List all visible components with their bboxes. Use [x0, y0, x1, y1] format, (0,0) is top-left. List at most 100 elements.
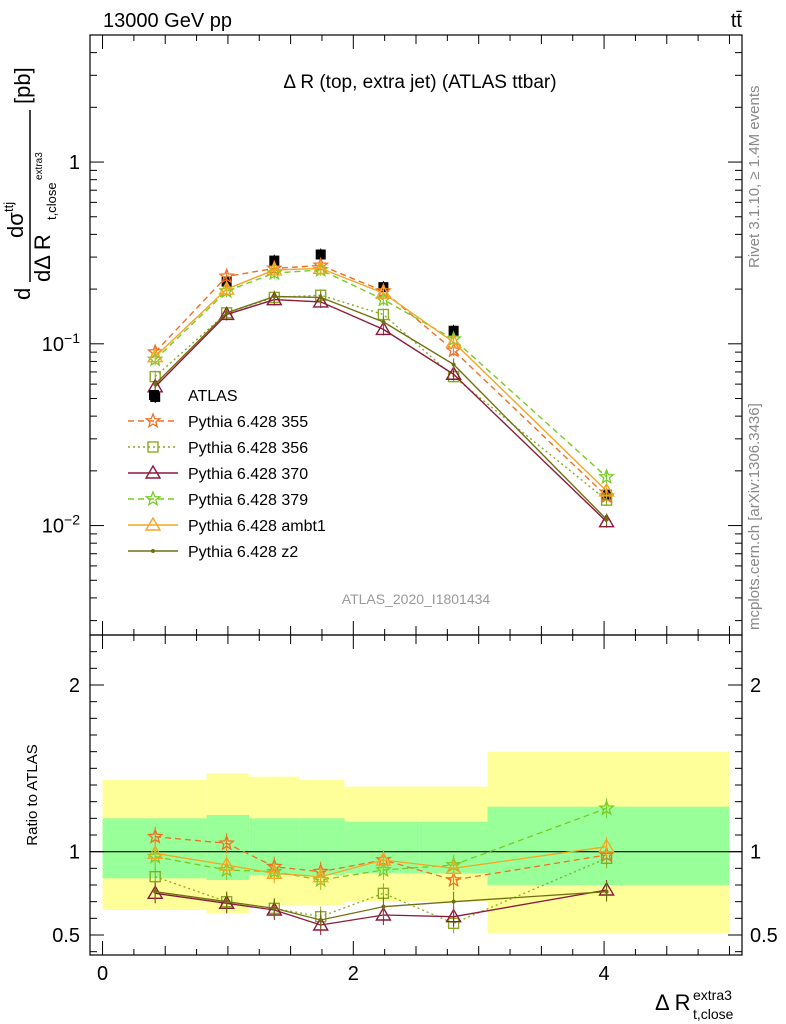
ratio-y-axis-title: Ratio to ATLAS — [24, 744, 41, 845]
data-point — [266, 261, 283, 276]
source-label: mcplots.cern.ch [arXiv:1306.3436] — [746, 403, 763, 630]
series-line — [154, 295, 608, 520]
data-point — [312, 868, 329, 883]
data-point — [598, 838, 615, 853]
data-point — [445, 871, 463, 888]
data-point — [598, 482, 615, 497]
ratio-series-ambt1 — [146, 836, 615, 887]
data-point — [375, 321, 392, 336]
final-state-label: tt̄ — [731, 10, 743, 32]
data-point — [151, 549, 155, 553]
analysis-id-label: ATLAS_2020_I1801434 — [342, 591, 491, 607]
data-point — [598, 513, 615, 528]
y-axis-title-part: dΔ R — [30, 234, 55, 282]
uncertainty-band-inner — [299, 818, 345, 875]
data-point — [445, 859, 462, 875]
legend-label-data: ATLAS — [188, 388, 238, 405]
data-point — [604, 517, 609, 522]
x-axis-title-part: t,close — [693, 1006, 734, 1022]
y-tick-label-1e-1: 10−1 — [42, 330, 80, 356]
data-point — [445, 333, 462, 348]
series-line — [154, 267, 608, 492]
data-point — [272, 294, 277, 299]
legend-label-p355: Pythia 6.428 355 — [188, 414, 308, 431]
data-point — [381, 904, 386, 909]
data-point — [604, 889, 609, 894]
data-point — [146, 348, 164, 363]
data-point — [451, 362, 456, 367]
legend-label-ambt1: Pythia 6.428 ambt1 — [188, 518, 326, 535]
y-axis-title-part: t,close — [44, 182, 59, 220]
data-point — [318, 295, 323, 300]
legend-label-p356: Pythia 6.428 356 — [188, 440, 308, 457]
process-label: 13000 GeV pp — [103, 10, 232, 32]
data-point — [224, 899, 229, 904]
y-axis-title-part: d — [10, 288, 35, 300]
data-point — [374, 861, 392, 878]
series-z2 — [153, 290, 609, 526]
data-point — [144, 490, 162, 507]
data-point — [375, 906, 392, 921]
main-panel: 10−2 10−1 1 Δ R (top, extra jet) (ATLAS ttb… — [1, 34, 743, 636]
y-tick-label-1e-2: 10−2 — [42, 512, 80, 538]
y-tick-label-1: 1 — [69, 152, 80, 174]
y-axis-title-part: ttj — [1, 202, 16, 212]
data-point — [445, 365, 462, 380]
data-point — [144, 464, 162, 479]
data-point — [218, 280, 235, 295]
data-point — [146, 844, 164, 860]
x-axis-title-part: Δ R — [655, 990, 690, 1015]
data-point — [149, 390, 159, 400]
legend-label-z2: Pythia 6.428 z2 — [188, 544, 298, 561]
data-point — [318, 918, 323, 922]
ratio-y-tick-label: 2 — [69, 675, 80, 697]
ratio-series-z2 — [153, 881, 609, 930]
data-point — [266, 291, 283, 306]
data-point — [312, 259, 329, 275]
data-point — [147, 441, 159, 453]
rivet-version-label: Rivet 3.1.10, ≥ 1.4M events — [746, 85, 763, 269]
data-point — [266, 864, 283, 880]
uncertainty-band-inner — [487, 806, 730, 885]
series-ambt1 — [146, 259, 615, 497]
data-point — [144, 412, 162, 429]
data-point — [598, 468, 615, 485]
data-point — [218, 306, 235, 321]
data-point — [144, 516, 162, 531]
legend-label-p370: Pythia 6.428 370 — [188, 466, 308, 483]
x-axis-title-part: extra3 — [693, 987, 732, 1003]
series-line — [154, 298, 608, 523]
x-tick-label: 4 — [599, 963, 610, 985]
data-point — [315, 249, 326, 260]
chart-title: Δ R (top, extra jet) (ATLAS ttbar) — [283, 72, 556, 93]
data-point — [445, 341, 463, 358]
legend: ATLAS Pythia 6.428 355 Pythia 6.428 356 Pyt… — [128, 388, 326, 561]
data-point — [598, 799, 615, 816]
data-point — [272, 906, 277, 911]
ratio-y-tick-label-right: 1 — [750, 842, 761, 864]
y-axis-title-part: extra3 — [34, 152, 45, 180]
data-point — [146, 827, 164, 844]
data-point — [312, 293, 329, 308]
ratio-y-tick-label: 1 — [69, 842, 80, 864]
data-point — [451, 899, 456, 904]
y-axis-title-part: [pb] — [10, 67, 35, 104]
data-point — [218, 856, 235, 871]
ratio-y-tick-label-right: 0.5 — [750, 925, 778, 947]
ratio-y-tick-label-right: 2 — [750, 675, 761, 697]
data-point — [153, 889, 158, 894]
ratio-y-tick-label: 0.5 — [52, 925, 80, 947]
y-axis-title-part: dσ — [3, 212, 28, 238]
data-point — [218, 267, 235, 284]
series-line — [154, 264, 608, 497]
data-point — [375, 851, 392, 866]
series-data — [150, 248, 612, 501]
data-point — [375, 284, 392, 299]
legend-label-p379: Pythia 6.428 379 — [188, 492, 308, 509]
data-point — [218, 834, 235, 851]
data-point — [224, 310, 229, 315]
